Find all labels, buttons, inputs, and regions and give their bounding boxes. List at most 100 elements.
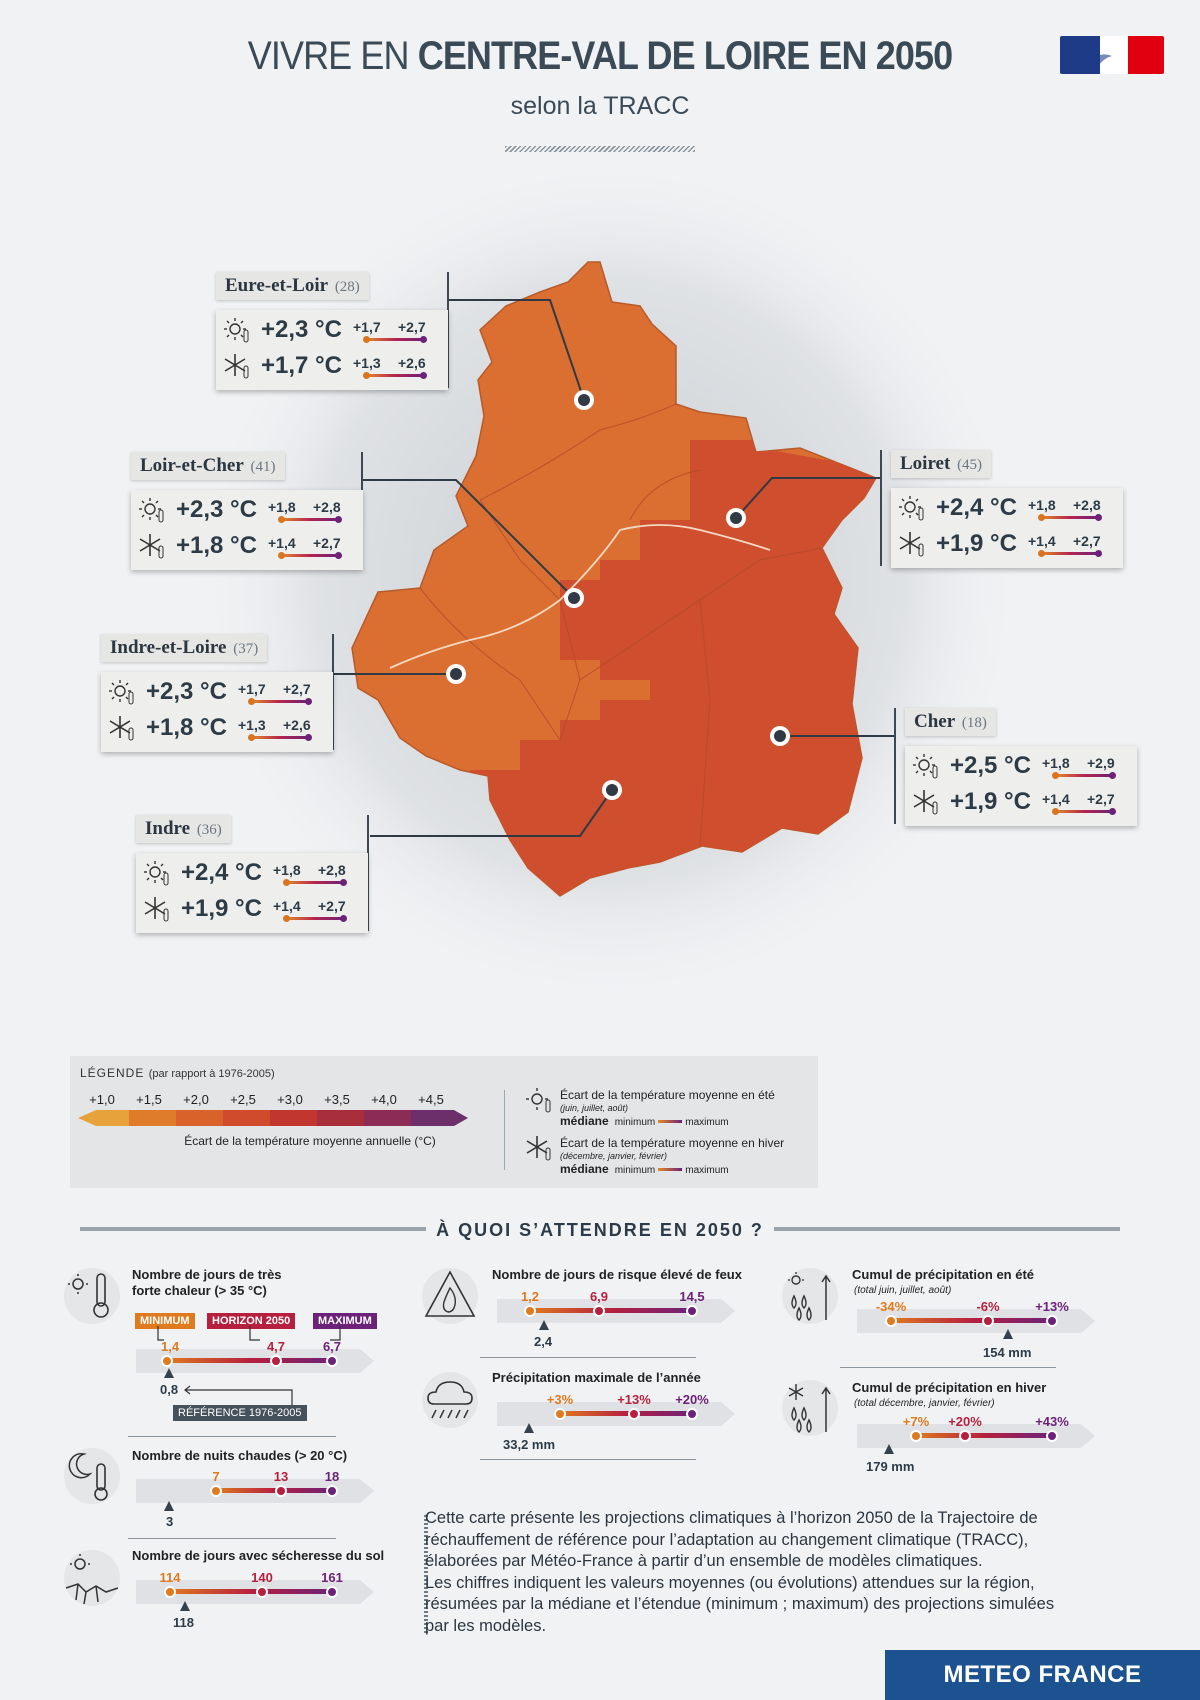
winter-snowflake-icon	[899, 532, 924, 557]
fire-med-dot	[593, 1305, 605, 1317]
winterprecip-ref-marker	[884, 1444, 894, 1454]
dept-loir-et-cher: Loir-et-Cher (41) +2,3 °C +1,8 +2,8 +1,8 °…	[131, 452, 363, 570]
separator	[480, 1357, 696, 1358]
legend-tick: +1,5	[136, 1092, 162, 1107]
dept-values: +2,3 °C +1,7 +2,7 +1,7 °C +1,3 +2,6	[216, 310, 448, 390]
summerprecip-range	[891, 1318, 1053, 1323]
winter-snowflake-icon	[109, 716, 134, 741]
winterprecip-max-dot	[1046, 1430, 1058, 1442]
republique-francaise-logo	[1060, 36, 1164, 74]
maxprecip-ref-marker	[524, 1423, 534, 1433]
fire-med-value: 6,9	[589, 1289, 609, 1304]
range-bar	[363, 372, 427, 379]
fire-ref-value: 2,4	[534, 1334, 553, 1349]
section-title: À QUOI S’ATTENDRE EN 2050 ?	[0, 1220, 1200, 1241]
fire-ref-marker	[539, 1320, 549, 1330]
dept-indre: Indre (36) +2,4 °C +1,8 +2,8 +1,9 °C +1,4 +2…	[136, 815, 368, 933]
range-bar	[363, 336, 427, 343]
dept-name: Indre (36)	[136, 815, 231, 843]
dept-values: +2,3 °C +1,8 +2,8 +1,8 °C +1,4 +2,7	[131, 490, 363, 570]
heat-med-value: 4,7	[266, 1339, 286, 1354]
description-bar	[424, 1515, 428, 1635]
tag-horizon-2050: HORIZON 2050	[207, 1313, 296, 1329]
dept-eure-et-loir: Eure-et-Loir (28) +2,3 °C +1,7 +2,7 +1,7 °…	[216, 272, 448, 390]
winter-snowflake-icon	[139, 534, 164, 559]
separator	[128, 1436, 336, 1437]
heat-max-value: 6,7	[322, 1339, 342, 1354]
legend-scale-step	[270, 1110, 317, 1126]
drought-ref-marker	[180, 1601, 190, 1611]
heat-max-dot	[326, 1355, 338, 1367]
dept-name: Indre-et-Loire (37)	[101, 634, 268, 662]
drought-med-value: 140	[251, 1570, 273, 1585]
maxprecip-min-dot	[554, 1408, 566, 1420]
tag-connectors	[157, 1326, 341, 1341]
loiret-bracket	[880, 450, 882, 566]
summerprecip-min-dot	[885, 1315, 897, 1327]
drought-range	[170, 1589, 334, 1594]
range-bar	[1038, 514, 1102, 521]
dept-name: Eure-et-Loir (28)	[216, 272, 369, 300]
drought-max-dot	[326, 1586, 338, 1598]
winterprecip-min-dot	[910, 1430, 922, 1442]
nights-med-dot	[275, 1485, 287, 1497]
heat-ref-value: 0,8	[160, 1382, 179, 1397]
title-bold: CENTRE-VAL DE LOIRE EN 2050	[417, 34, 953, 78]
eure-et-loir-bracket	[447, 272, 449, 388]
title-light: VIVRE EN	[247, 34, 418, 78]
page-title: VIVRE EN CENTRE-VAL DE LOIRE EN 2050	[60, 34, 1140, 79]
ref-arrow	[184, 1385, 293, 1408]
summer-sun-icon	[899, 496, 924, 521]
nights-max-dot	[326, 1485, 338, 1497]
legend-scale-step	[176, 1110, 223, 1126]
winterprecip-min-value: +7%	[902, 1414, 930, 1429]
legend: LÉGENDE (par rapport à 1976-2005) +1,0 +1…	[70, 1056, 818, 1188]
legend-color-scale	[78, 1110, 468, 1126]
range-bar	[278, 516, 342, 523]
summerprecip-max-dot	[1046, 1315, 1058, 1327]
summer-sun-icon	[139, 498, 164, 523]
summer-sun-icon	[913, 754, 938, 779]
nights-range	[216, 1488, 332, 1493]
nights-ref-marker	[164, 1501, 174, 1511]
dept-values: +2,3 °C +1,7 +2,7 +1,8 °C +1,3 +2,6	[101, 672, 333, 752]
heat-ref-marker	[164, 1368, 174, 1378]
nights-min-dot	[210, 1485, 222, 1497]
nights-ref-value: 3	[166, 1514, 174, 1529]
rain-cloud-icon	[422, 1372, 478, 1428]
separator	[840, 1367, 1056, 1368]
indre-et-loire-bracket	[332, 634, 334, 750]
summer-sun-icon	[526, 1088, 551, 1113]
drought-ref-value: 118	[173, 1615, 194, 1630]
summer-sun-icon	[144, 861, 169, 886]
maxprecip-max-value: +20%	[675, 1392, 709, 1407]
separator	[480, 1459, 696, 1460]
fire-range	[530, 1308, 692, 1313]
legend-title: LÉGENDE (par rapport à 1976-2005)	[80, 1066, 275, 1080]
drought-min-value: 114	[159, 1570, 181, 1585]
tag-maximum: MAXIMUM	[313, 1313, 377, 1329]
winter-snowflake-icon	[913, 790, 938, 815]
legend-tick: +4,5	[418, 1092, 444, 1107]
heat-med-dot	[270, 1355, 282, 1367]
dept-name: Cher (18)	[905, 708, 996, 736]
meteo-france-logo[interactable]: METEO FRANCE	[885, 1650, 1200, 1700]
dept-name: Loiret (45)	[891, 450, 992, 478]
drought-min-dot	[164, 1586, 176, 1598]
summerprecip-min-value: -34%	[875, 1299, 907, 1314]
range-bar	[1052, 772, 1116, 779]
summer-rain-icon	[782, 1268, 838, 1324]
legend-divider	[504, 1090, 505, 1170]
range-bar	[278, 552, 342, 559]
summerprecip-med-value: -6%	[976, 1299, 1000, 1314]
summerprecip-ref-marker	[1003, 1329, 1013, 1339]
maxprecip-ref-value: 33,2 mm	[503, 1437, 556, 1452]
dept-name: Loir-et-Cher (41)	[131, 452, 285, 480]
legend-scale-step	[317, 1110, 364, 1126]
legend-tick: +3,0	[277, 1092, 303, 1107]
summer-sun-icon	[224, 318, 249, 343]
winterprecip-ref-value: 179 mm	[866, 1459, 915, 1474]
legend-scale-step	[411, 1110, 468, 1126]
sun-dry-soil-icon	[64, 1550, 120, 1606]
legend-scale-step	[364, 1110, 411, 1126]
